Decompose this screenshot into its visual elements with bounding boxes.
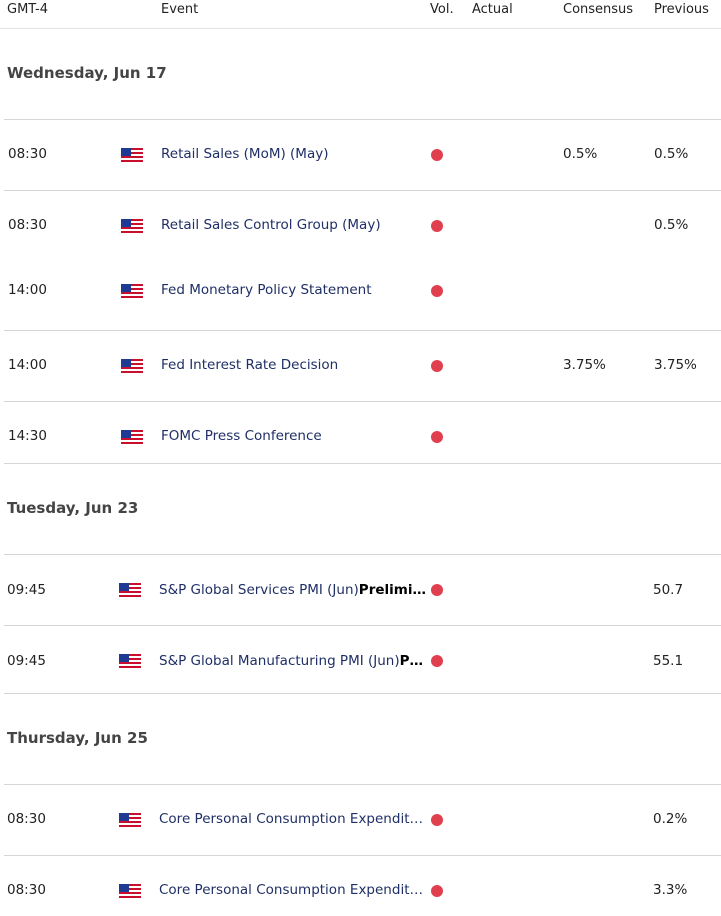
volatility-high-dot bbox=[431, 814, 443, 826]
vol-header: Vol. bbox=[430, 2, 454, 17]
table-row[interactable]: 14:00 Fed Interest Rate Decision 3.75% 3… bbox=[0, 331, 721, 401]
volatility-high-dot bbox=[431, 360, 443, 372]
event-name[interactable]: Retail Sales (MoM) (May) bbox=[161, 146, 329, 162]
us-flag-icon bbox=[119, 654, 141, 669]
us-flag-icon bbox=[119, 583, 141, 598]
previous-value: 0.5% bbox=[654, 146, 689, 162]
consensus-header: Consensus bbox=[563, 2, 634, 17]
volatility-high-dot bbox=[431, 149, 443, 161]
day-title: Thursday, Jun 25 bbox=[7, 729, 148, 747]
divider bbox=[4, 784, 721, 785]
divider bbox=[4, 119, 721, 120]
event-time: 14:30 bbox=[8, 428, 47, 444]
event-name[interactable]: FOMC Press Conference bbox=[161, 428, 322, 444]
event-time: 08:30 bbox=[8, 217, 47, 233]
table-header: GMT-4 Event Vol. Actual Consensus Previo… bbox=[0, 0, 721, 29]
event-name[interactable]: Retail Sales Control Group (May) bbox=[161, 217, 381, 233]
day-title: Wednesday, Jun 17 bbox=[7, 64, 167, 82]
event-name[interactable]: Core Personal Consumption Expendit… bbox=[159, 811, 423, 827]
us-flag-icon bbox=[119, 813, 141, 828]
volatility-high-dot bbox=[431, 655, 443, 667]
table-row[interactable]: 09:45 S&P Global Manufacturing PMI (Jun)… bbox=[0, 626, 721, 693]
previous-value: 3.75% bbox=[654, 357, 697, 373]
table-row[interactable]: 14:00 Fed Monetary Policy Statement bbox=[0, 261, 721, 329]
previous-header: Previous bbox=[654, 2, 709, 17]
event-time: 14:00 bbox=[8, 357, 47, 373]
divider bbox=[4, 693, 721, 694]
event-name[interactable]: Core Personal Consumption Expendit… bbox=[159, 882, 423, 898]
event-time: 08:30 bbox=[8, 146, 47, 162]
us-flag-icon bbox=[121, 359, 143, 374]
event-time: 09:45 bbox=[7, 582, 46, 598]
table-row[interactable]: 09:45 S&P Global Services PMI (Jun)Preli… bbox=[0, 555, 721, 625]
divider bbox=[4, 554, 721, 555]
previous-value: 55.1 bbox=[653, 653, 684, 669]
us-flag-icon bbox=[119, 884, 141, 899]
us-flag-icon bbox=[121, 148, 143, 163]
event-time: 14:00 bbox=[8, 282, 47, 298]
event-name[interactable]: S&P Global Manufacturing PMI (Jun)P… bbox=[159, 653, 424, 669]
event-name[interactable]: Fed Monetary Policy Statement bbox=[161, 282, 372, 298]
timezone-header[interactable]: GMT-4 bbox=[7, 2, 48, 17]
consensus-value: 3.75% bbox=[563, 357, 606, 373]
event-name[interactable]: S&P Global Services PMI (Jun)Prelimi… bbox=[159, 582, 426, 598]
table-row[interactable]: 08:30 Retail Sales (MoM) (May) 0.5% 0.5% bbox=[0, 120, 721, 190]
table-row[interactable]: 08:30 Retail Sales Control Group (May) 0… bbox=[0, 191, 721, 261]
divider bbox=[4, 401, 721, 402]
previous-value: 3.3% bbox=[653, 882, 688, 898]
us-flag-icon bbox=[121, 430, 143, 445]
volatility-high-dot bbox=[431, 584, 443, 596]
event-time: 08:30 bbox=[7, 811, 46, 827]
consensus-value: 0.5% bbox=[563, 146, 598, 162]
actual-header: Actual bbox=[472, 2, 513, 17]
divider bbox=[4, 330, 721, 331]
day-title: Tuesday, Jun 23 bbox=[7, 499, 139, 517]
event-time: 08:30 bbox=[7, 882, 46, 898]
previous-value: 0.2% bbox=[653, 811, 688, 827]
volatility-high-dot bbox=[431, 220, 443, 232]
us-flag-icon bbox=[121, 284, 143, 299]
event-header: Event bbox=[161, 2, 199, 17]
divider bbox=[4, 190, 721, 191]
volatility-high-dot bbox=[431, 431, 443, 443]
volatility-high-dot bbox=[431, 885, 443, 897]
event-name[interactable]: Fed Interest Rate Decision bbox=[161, 357, 339, 373]
previous-value: 50.7 bbox=[653, 582, 684, 598]
divider bbox=[4, 855, 721, 856]
event-time: 09:45 bbox=[7, 653, 46, 669]
table-row[interactable]: 08:30 Core Personal Consumption Expendit… bbox=[0, 785, 721, 855]
divider bbox=[4, 625, 721, 626]
us-flag-icon bbox=[121, 219, 143, 234]
table-row[interactable]: 08:30 Core Personal Consumption Expendit… bbox=[0, 856, 721, 916]
previous-value: 0.5% bbox=[654, 217, 689, 233]
volatility-high-dot bbox=[431, 285, 443, 297]
table-row[interactable]: 14:30 FOMC Press Conference bbox=[0, 402, 721, 462]
divider bbox=[4, 463, 721, 464]
